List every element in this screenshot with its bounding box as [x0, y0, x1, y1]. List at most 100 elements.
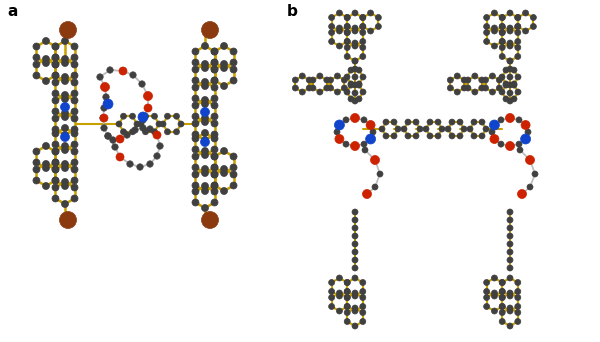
Circle shape [344, 39, 350, 44]
Circle shape [490, 120, 499, 130]
Circle shape [499, 318, 505, 325]
Circle shape [43, 165, 49, 171]
Circle shape [334, 73, 340, 79]
Circle shape [507, 82, 513, 88]
Circle shape [43, 143, 49, 149]
Circle shape [344, 29, 350, 36]
Circle shape [370, 129, 376, 135]
Circle shape [491, 28, 497, 34]
Circle shape [221, 187, 227, 195]
Circle shape [484, 279, 490, 286]
Circle shape [517, 189, 527, 198]
Circle shape [221, 61, 227, 67]
Circle shape [62, 165, 68, 171]
Circle shape [368, 122, 374, 128]
Circle shape [52, 72, 59, 79]
Circle shape [362, 189, 371, 198]
Circle shape [200, 137, 209, 146]
Circle shape [337, 28, 343, 34]
Circle shape [372, 157, 378, 163]
Circle shape [61, 132, 70, 142]
Circle shape [499, 279, 505, 286]
Circle shape [329, 24, 335, 29]
Circle shape [71, 148, 78, 155]
Circle shape [62, 124, 68, 132]
Circle shape [221, 166, 227, 172]
Circle shape [499, 53, 505, 60]
Circle shape [62, 92, 68, 98]
Circle shape [352, 233, 358, 239]
Circle shape [157, 143, 163, 149]
Circle shape [52, 177, 59, 184]
Circle shape [202, 61, 209, 67]
Circle shape [202, 22, 218, 39]
Circle shape [344, 14, 350, 21]
Circle shape [71, 195, 78, 202]
Circle shape [147, 161, 153, 167]
Circle shape [361, 117, 367, 123]
Circle shape [499, 310, 505, 316]
Circle shape [360, 303, 366, 310]
Circle shape [103, 99, 113, 109]
Circle shape [499, 279, 505, 286]
Circle shape [341, 85, 347, 91]
Circle shape [211, 48, 218, 55]
Circle shape [160, 121, 166, 127]
Circle shape [499, 289, 505, 294]
Circle shape [465, 85, 471, 91]
Circle shape [511, 67, 517, 73]
Circle shape [71, 54, 78, 61]
Circle shape [360, 89, 366, 95]
Circle shape [110, 137, 116, 143]
Circle shape [173, 129, 179, 135]
Circle shape [156, 121, 162, 127]
Circle shape [337, 122, 343, 128]
Circle shape [360, 39, 366, 44]
Circle shape [472, 73, 478, 79]
Circle shape [507, 43, 513, 49]
Circle shape [507, 290, 513, 296]
Circle shape [352, 290, 358, 296]
Circle shape [515, 310, 521, 316]
Circle shape [530, 24, 536, 29]
Circle shape [356, 67, 362, 73]
Circle shape [507, 225, 513, 231]
Circle shape [507, 305, 513, 311]
Circle shape [360, 29, 366, 36]
Circle shape [230, 153, 237, 160]
Circle shape [503, 81, 509, 87]
Circle shape [352, 82, 358, 88]
Circle shape [52, 141, 59, 148]
Circle shape [337, 290, 343, 296]
Circle shape [352, 308, 358, 314]
Circle shape [144, 104, 152, 112]
Circle shape [484, 294, 490, 301]
Circle shape [151, 113, 157, 119]
Circle shape [324, 85, 330, 91]
Circle shape [192, 48, 199, 55]
Circle shape [352, 225, 358, 231]
Circle shape [211, 164, 218, 171]
Circle shape [52, 159, 59, 166]
Circle shape [461, 85, 467, 91]
Circle shape [230, 66, 237, 73]
Circle shape [515, 29, 521, 36]
Circle shape [479, 133, 485, 139]
Circle shape [499, 289, 505, 294]
Circle shape [471, 119, 477, 125]
Circle shape [515, 289, 521, 294]
Circle shape [164, 129, 170, 135]
Circle shape [448, 85, 454, 91]
Circle shape [377, 171, 383, 177]
Circle shape [143, 92, 152, 101]
Circle shape [134, 121, 140, 127]
Circle shape [52, 90, 59, 97]
Circle shape [352, 66, 358, 72]
Circle shape [107, 67, 113, 73]
Circle shape [344, 294, 350, 301]
Circle shape [352, 241, 358, 247]
Circle shape [448, 77, 454, 83]
Circle shape [43, 55, 49, 63]
Circle shape [527, 184, 533, 190]
Circle shape [33, 72, 40, 79]
